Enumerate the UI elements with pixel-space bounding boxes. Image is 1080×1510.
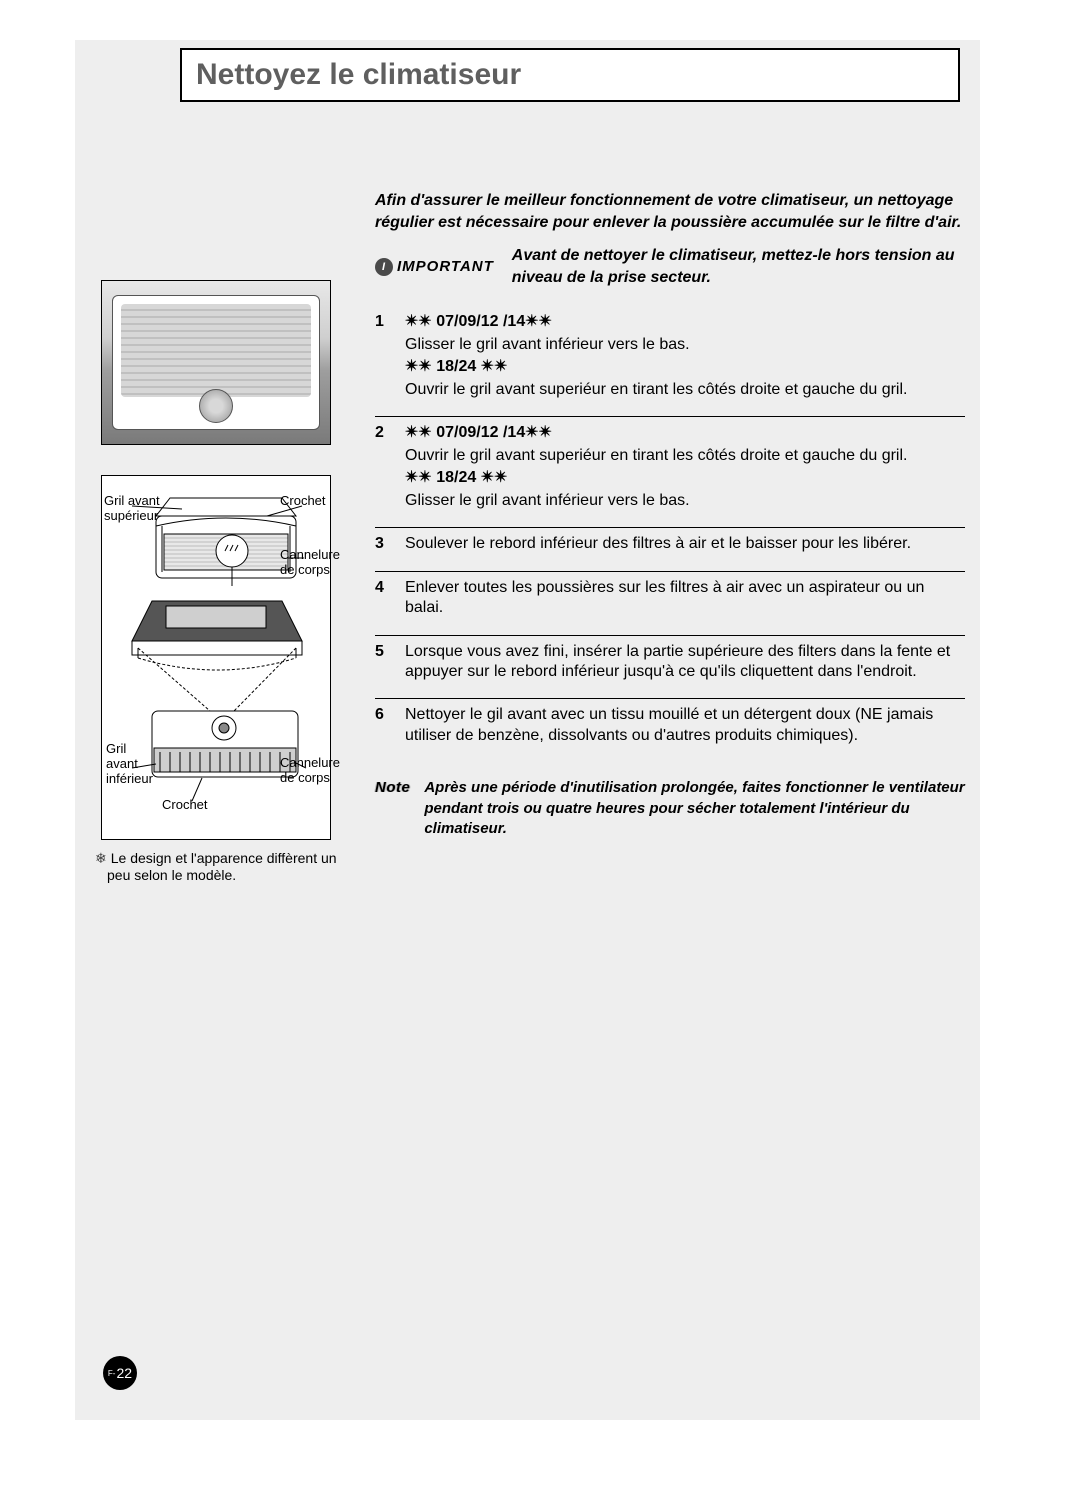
label-hook-bottom: Crochet (162, 798, 208, 813)
step-number: 1 (375, 312, 389, 402)
step-body: Nettoyer le gil avant avec un tissu moui… (405, 705, 965, 748)
step-text: Glisser le gril avant inférieur vers le … (405, 335, 965, 355)
step-row: 1 ✴✴ 07/09/12 /14✴✴ Glisser le gril avant … (375, 306, 965, 417)
step-row: 4 Enlever toutes les poussières sur les f… (375, 572, 965, 636)
title-bar: Nettoyez le climatiseur (180, 48, 960, 102)
note-label: Note (375, 778, 410, 839)
important-dot-icon: I (375, 258, 393, 276)
step-text: Nettoyer le gil avant avec un tissu moui… (405, 705, 965, 746)
step-number: 3 (375, 534, 389, 556)
step-row: 6 Nettoyer le gil avant avec un tissu mou… (375, 699, 965, 762)
important-badge: I IMPORTANT (375, 245, 494, 288)
left-column: Gril avant supérieur Crochet Cannelure d… (95, 190, 355, 883)
content-area: Gril avant supérieur Crochet Cannelure d… (95, 190, 965, 883)
parts-diagram: Gril avant supérieur Crochet Cannelure d… (101, 475, 331, 840)
page-title: Nettoyez le climatiseur (196, 58, 521, 92)
step-body: Lorsque vous avez fini, insérer la parti… (405, 642, 965, 685)
step-row: 2 ✴✴ 07/09/12 /14✴✴ Ouvrir le gril avant s… (375, 417, 965, 528)
page-number-badge: F-22 (103, 1356, 137, 1390)
label-body-groove-bottom: Cannelure de corps (280, 756, 340, 786)
design-note: Le design et l'apparence diffèrent un pe… (107, 850, 355, 883)
step-number: 4 (375, 578, 389, 621)
step-row: 3 Soulever le rebord inférieur des filtre… (375, 528, 965, 571)
step-row: 5 Lorsque vous avez fini, insérer la part… (375, 636, 965, 700)
note-callout: Note Après une période d'inutilisation p… (375, 778, 965, 839)
step-body: ✴✴ 07/09/12 /14✴✴ Glisser le gril avant i… (405, 312, 965, 402)
model-tag: ✴✴ 07/09/12 /14✴✴ (405, 423, 965, 443)
step-body: Soulever le rebord inférieur des filtres… (405, 534, 965, 556)
step-text: Soulever le rebord inférieur des filtres… (405, 534, 965, 554)
important-label: IMPORTANT (397, 257, 494, 276)
step-body: Enlever toutes les poussières sur les fi… (405, 578, 965, 621)
note-text: Après une période d'inutilisation prolon… (424, 778, 965, 839)
step-text: Lorsque vous avez fini, insérer la parti… (405, 642, 965, 683)
right-column: Afin d'assurer le meilleur fonctionnemen… (375, 190, 965, 883)
page-number: 22 (116, 1365, 132, 1381)
label-upper-grill: Gril avant supérieur (104, 494, 160, 524)
step-text: Ouvrir le gril avant superiéur en tirant… (405, 380, 965, 400)
step-number: 2 (375, 423, 389, 513)
step-text: Glisser le gril avant inférieur vers le … (405, 491, 965, 511)
model-tag: ✴✴ 18/24 ✴✴ (405, 357, 965, 377)
important-text: Avant de nettoyer le climatiseur, mettez… (512, 245, 965, 288)
step-text: Ouvrir le gril avant superiéur en tirant… (405, 446, 965, 466)
important-callout: I IMPORTANT Avant de nettoyer le climati… (375, 245, 965, 288)
label-hook-top: Crochet (280, 494, 326, 509)
model-tag: ✴✴ 18/24 ✴✴ (405, 468, 965, 488)
product-photo (101, 280, 331, 445)
label-lower-grill: Gril avant inférieur (106, 742, 153, 787)
steps-list: 1 ✴✴ 07/09/12 /14✴✴ Glisser le gril avant … (375, 306, 965, 762)
step-number: 6 (375, 705, 389, 748)
page-number-prefix: F- (108, 1369, 116, 1378)
page-frame: Nettoyez le climatiseur (75, 40, 980, 1420)
intro-text: Afin d'assurer le meilleur fonctionnemen… (375, 190, 965, 233)
step-number: 5 (375, 642, 389, 685)
model-tag: ✴✴ 07/09/12 /14✴✴ (405, 312, 965, 332)
step-text: Enlever toutes les poussières sur les fi… (405, 578, 965, 619)
step-body: ✴✴ 07/09/12 /14✴✴ Ouvrir le gril avant su… (405, 423, 965, 513)
label-body-groove-top: Cannelure de corps (280, 548, 340, 578)
